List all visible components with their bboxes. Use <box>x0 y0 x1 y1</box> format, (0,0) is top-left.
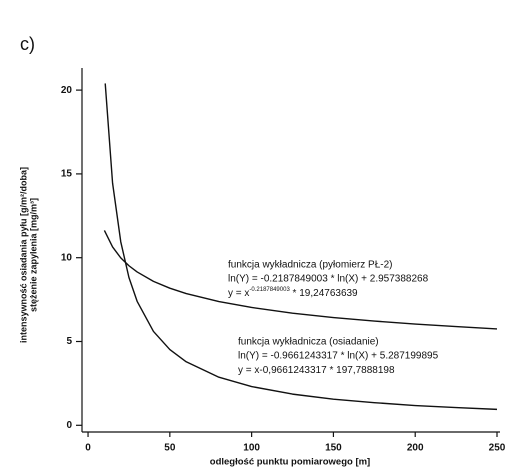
panel-label: c) <box>20 34 35 54</box>
formula-part: * 19,24763639 <box>290 288 358 299</box>
annotation-formula: y = x-0,9661243317 * 197,7888198 <box>238 365 395 376</box>
y-tick-label: 5 <box>66 336 72 347</box>
formula-part: -0.2187849003 <box>249 287 290 293</box>
x-tick-label: 100 <box>243 443 260 454</box>
x-tick-label: 150 <box>325 443 342 454</box>
annotation: funkcja wykładnicza (pyłomierz PŁ-2) <box>228 260 393 271</box>
y-tick-label: 10 <box>61 252 73 263</box>
x-tick-label: 250 <box>489 443 506 454</box>
y-axis-label: stężenie zapylenia [mg/m³] <box>28 198 38 312</box>
formula-part: y = x-0,9661243317 * 197,7888198 <box>238 365 395 376</box>
plot-area <box>103 83 498 411</box>
x-tick-label: 50 <box>164 443 176 454</box>
x-tick-label: 0 <box>85 443 91 454</box>
y-tick-label: 0 <box>66 420 72 431</box>
annotation: ln(Y) = -0.9661243317 * ln(X) + 5.287199… <box>238 351 439 362</box>
x-axis-label: odległość punktu pomiarowego [m] <box>210 457 370 468</box>
annotation: funkcja wykładnicza (osiadanie) <box>238 337 379 348</box>
data-line <box>104 83 498 411</box>
annotation-formula: y = x-0.2187849003 * 19,24763639 <box>228 287 358 299</box>
annotation: ln(Y) = -0.2187849003 * ln(X) + 2.957388… <box>228 274 429 285</box>
y-tick-label: 20 <box>61 85 73 96</box>
formula-part: y = x <box>228 288 249 299</box>
y-tick-label: 15 <box>61 169 73 180</box>
x-tick-label: 200 <box>407 443 424 454</box>
y-axis-label: intensywność osiadania pyłu [g/m²/doba] <box>18 167 28 343</box>
